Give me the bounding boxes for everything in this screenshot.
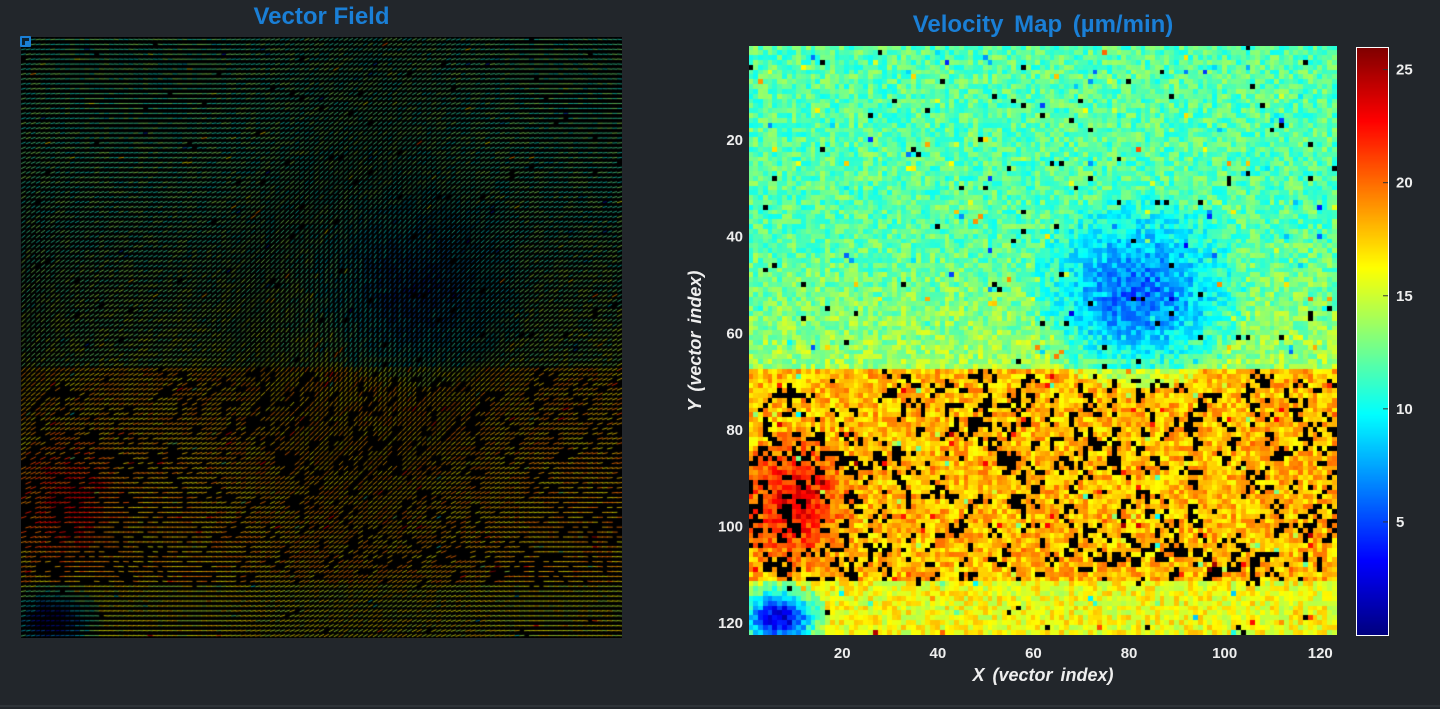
y-tick-label: 40 <box>726 229 743 246</box>
y-tick-label: 100 <box>718 518 743 535</box>
vector-field-plot[interactable] <box>21 37 622 638</box>
colorbar-ticks: 5 10 15 20 25 <box>1383 62 1413 531</box>
colorbar-tick-label: 15 <box>1396 288 1413 305</box>
select-tool-icon[interactable] <box>20 36 31 47</box>
status-divider <box>0 705 1440 707</box>
x-axis-label: X (vector index) <box>971 665 1113 685</box>
y-tick-label: 80 <box>726 422 743 439</box>
velocity-map-title: Velocity Map (µm/min) <box>912 11 1174 38</box>
y-axis-label: Y (vector index) <box>685 271 705 412</box>
x-tick-label: 40 <box>929 645 946 662</box>
colorbar-tick-label: 25 <box>1396 62 1413 79</box>
x-tick-label: 80 <box>1121 645 1138 662</box>
y-tick-label: 60 <box>726 325 743 342</box>
y-tick-label: 120 <box>718 615 743 632</box>
x-tick-label: 120 <box>1308 645 1333 662</box>
colorbar <box>1356 47 1388 635</box>
colorbar-frame <box>1356 47 1389 636</box>
x-tick-label: 100 <box>1212 645 1237 662</box>
x-axis-ticks: 20 40 60 80 100 120 <box>834 645 1333 662</box>
y-tick-label: 20 <box>726 132 743 149</box>
colorbar-tick-label: 20 <box>1396 175 1413 192</box>
colorbar-tick-label: 10 <box>1396 401 1413 418</box>
vector-field-title: Vector Field <box>253 3 390 30</box>
x-tick-label: 60 <box>1025 645 1042 662</box>
colorbar-tick-label: 5 <box>1396 514 1404 531</box>
velocity-heatmap[interactable] <box>749 46 1337 635</box>
y-axis-ticks: 20 40 60 80 100 120 <box>718 132 743 632</box>
x-tick-label: 20 <box>834 645 851 662</box>
